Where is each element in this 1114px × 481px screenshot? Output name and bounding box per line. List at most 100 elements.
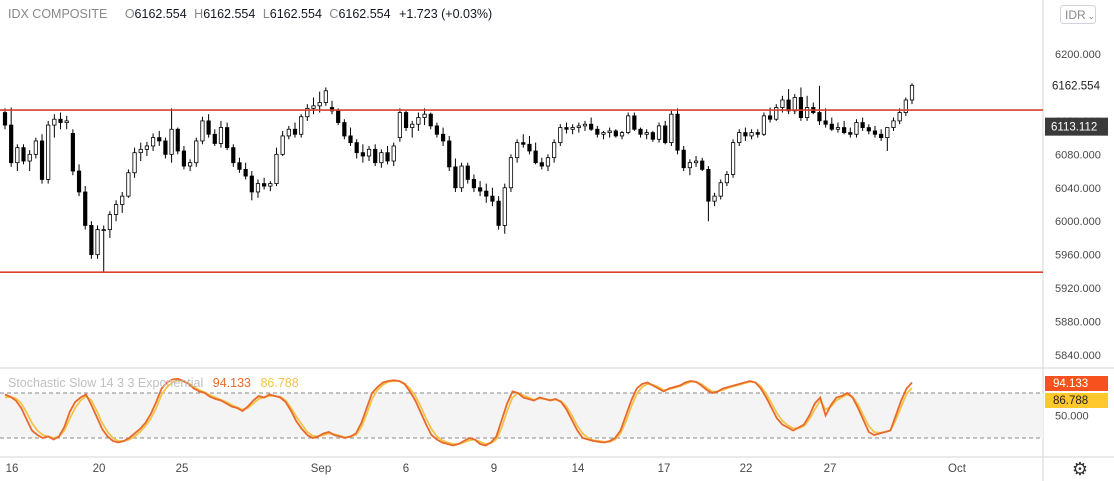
- candle: [570, 127, 575, 130]
- candle: [83, 191, 88, 226]
- candle: [391, 145, 396, 162]
- candle: [101, 229, 106, 231]
- gear-icon[interactable]: ⚙: [1071, 459, 1089, 479]
- candle: [397, 112, 402, 139]
- candle: [107, 214, 112, 230]
- candle: [453, 166, 458, 189]
- candle: [903, 99, 908, 113]
- candle: [521, 142, 526, 145]
- time-tick-label: 27: [824, 463, 837, 475]
- candle: [687, 162, 692, 169]
- candle: [601, 132, 606, 135]
- candle: [552, 142, 557, 159]
- candle: [89, 225, 94, 256]
- candle: [589, 123, 594, 130]
- candle: [21, 147, 26, 162]
- candle: [564, 127, 569, 130]
- candle: [76, 170, 82, 193]
- candle: [70, 133, 75, 172]
- time-tick-label: 17: [658, 463, 671, 475]
- candle: [212, 133, 217, 144]
- candle: [249, 175, 254, 193]
- low-label: L: [262, 7, 270, 21]
- stoch-tick-label: 50.000: [1055, 411, 1089, 423]
- candle: [484, 190, 489, 197]
- price-tick-label: 5880.000: [1055, 317, 1101, 329]
- candle: [299, 116, 304, 135]
- candle: [225, 127, 230, 149]
- candle: [422, 113, 427, 118]
- candle: [712, 195, 717, 202]
- candle: [132, 152, 137, 174]
- price-tick-label: 5840.000: [1055, 350, 1101, 362]
- candle: [860, 122, 865, 128]
- price-tick-label: 6200.000: [1055, 49, 1101, 61]
- candle: [885, 127, 890, 139]
- candle: [126, 172, 131, 197]
- candle: [582, 123, 588, 127]
- candle: [336, 110, 341, 123]
- crosshair-price-label: 6113.112: [1051, 122, 1097, 134]
- candle: [465, 165, 470, 180]
- candle: [576, 125, 581, 128]
- candle: [428, 113, 433, 127]
- stoch-d-value: 86.788: [260, 376, 299, 390]
- candle: [496, 200, 501, 226]
- candle: [508, 157, 514, 189]
- candle: [292, 128, 298, 135]
- time-tick-label: 20: [93, 463, 106, 475]
- candle: [619, 132, 625, 137]
- price-tick-label: 6080.000: [1055, 149, 1101, 161]
- candle: [218, 127, 224, 144]
- candle: [613, 130, 618, 137]
- candle: [718, 182, 723, 197]
- indicator-name: Stochastic Slow 14 3 3 Exponential: [8, 376, 204, 390]
- candle: [2, 112, 8, 126]
- candle: [477, 187, 483, 192]
- currency-dropdown[interactable]: IDR ⌄: [1060, 5, 1096, 24]
- candle: [872, 130, 878, 135]
- candle: [194, 140, 199, 164]
- time-tick-label: 16: [6, 463, 19, 475]
- candle: [502, 187, 507, 226]
- candle: [58, 118, 63, 123]
- candle: [237, 162, 242, 170]
- candle: [169, 128, 174, 155]
- crosshair-price-badge: [1045, 117, 1108, 136]
- stochastic-legend[interactable]: Stochastic Slow 14 3 3 Exponential 94.13…: [8, 376, 299, 390]
- candle: [144, 145, 150, 150]
- candle: [539, 162, 544, 167]
- candle: [46, 124, 51, 180]
- time-tick-label: 22: [740, 463, 753, 475]
- close-value: 6162.554: [338, 7, 391, 21]
- price-tick-label: 6000.000: [1055, 216, 1101, 228]
- stoch-band: [0, 393, 1043, 438]
- candle: [515, 142, 520, 159]
- chevron-down-icon: ⌄: [1087, 11, 1096, 21]
- candle: [774, 107, 779, 120]
- candle: [545, 157, 551, 167]
- candle: [440, 133, 446, 142]
- candle: [792, 97, 797, 112]
- candle: [595, 128, 600, 135]
- candle: [39, 140, 45, 180]
- candle: [27, 153, 32, 162]
- time-tick-label: 6: [403, 463, 409, 475]
- symbol-name[interactable]: IDX COMPOSITE: [8, 7, 108, 21]
- candle: [354, 142, 359, 154]
- candle: [835, 127, 841, 130]
- candle: [95, 229, 100, 256]
- stoch-d-badge-label: 86.788: [1053, 395, 1088, 407]
- candle: [206, 120, 211, 135]
- candle: [755, 132, 760, 135]
- candle: [163, 140, 168, 155]
- candle: [9, 124, 14, 164]
- candle: [743, 132, 748, 137]
- time-tick-label: Sep: [311, 463, 331, 475]
- candle: [879, 133, 884, 139]
- candle: [848, 132, 853, 135]
- candle: [64, 120, 69, 123]
- candle: [360, 152, 365, 157]
